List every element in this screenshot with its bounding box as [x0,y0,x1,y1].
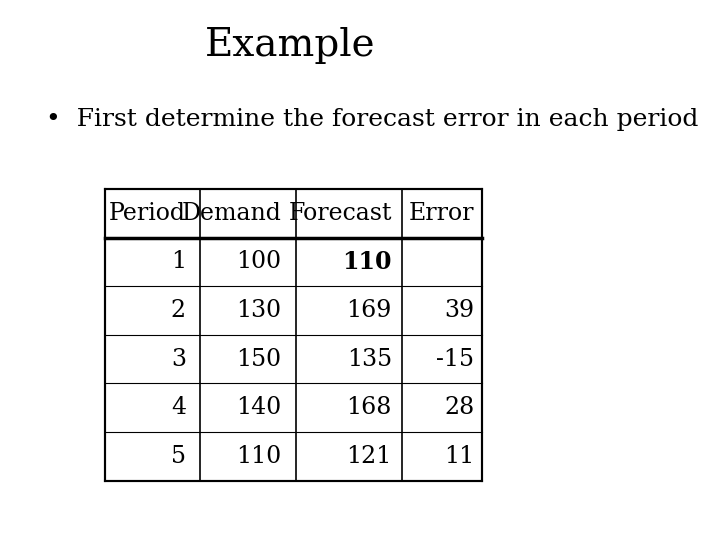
Text: 11: 11 [444,445,474,468]
Text: 110: 110 [342,250,392,274]
Text: 100: 100 [237,251,282,273]
Text: 168: 168 [346,396,392,419]
Text: 4: 4 [171,396,186,419]
Text: Period: Period [109,202,186,225]
Text: 150: 150 [237,348,282,370]
Text: 140: 140 [236,396,282,419]
Text: Demand: Demand [182,202,282,225]
Text: •  First determine the forecast error in each period: • First determine the forecast error in … [47,108,699,131]
Text: 169: 169 [346,299,392,322]
Text: Error: Error [409,202,474,225]
Text: 110: 110 [236,445,282,468]
Text: 2: 2 [171,299,186,322]
Text: 135: 135 [346,348,392,370]
Text: -15: -15 [436,348,474,370]
Text: Example: Example [205,27,376,64]
Text: 1: 1 [171,251,186,273]
Text: Forecast: Forecast [288,202,392,225]
Text: 5: 5 [171,445,186,468]
Text: 3: 3 [171,348,186,370]
Text: 130: 130 [237,299,282,322]
FancyBboxPatch shape [104,189,482,481]
Text: 121: 121 [346,445,392,468]
Text: 39: 39 [444,299,474,322]
Text: 28: 28 [444,396,474,419]
